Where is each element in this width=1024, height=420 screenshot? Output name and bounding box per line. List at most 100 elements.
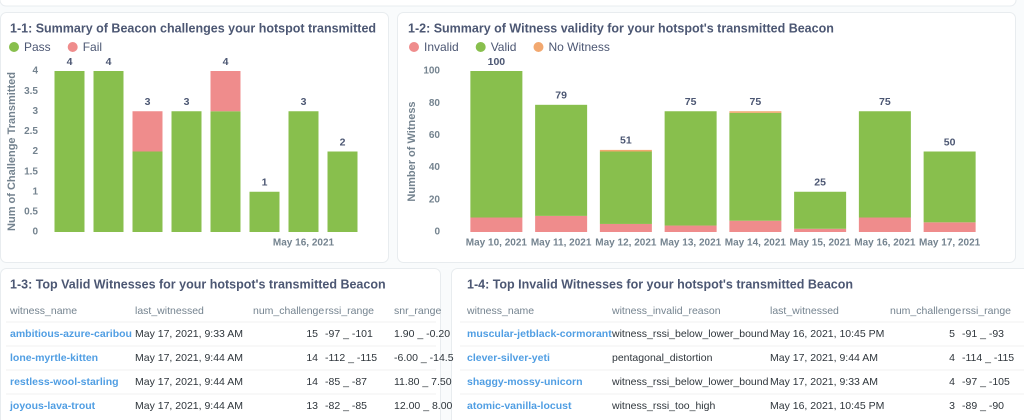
table-cell: May 16, 2021, 10:45 PM xyxy=(770,328,884,340)
bar-segment xyxy=(664,111,717,226)
total-label: 4 xyxy=(223,56,229,68)
table-cell: 15 xyxy=(306,328,318,340)
legend-swatch xyxy=(533,42,544,52)
y-tick-label: 60 xyxy=(429,130,441,141)
bar-segment xyxy=(858,111,911,218)
bar-segment xyxy=(729,112,782,221)
y-axis-title: Number of Witness xyxy=(406,101,418,201)
bar-segment xyxy=(249,191,280,232)
total-label: 4 xyxy=(106,56,112,68)
legend-swatch xyxy=(9,42,19,52)
total-label: 25 xyxy=(814,177,826,189)
table-cell: witness_rssi_below_lower_bound xyxy=(611,376,769,388)
y-tick-label: 80 xyxy=(429,98,441,109)
witness-link[interactable]: clever-silver-yeti xyxy=(467,352,550,364)
witness-link[interactable]: ambitious-azure-caribou xyxy=(10,328,132,340)
total-label: 4 xyxy=(67,56,73,68)
table-cell: May 17, 2021, 9:44 AM xyxy=(135,400,243,412)
table-cell: -6.00 _ -14.5 xyxy=(394,352,454,364)
table-cell: -85 _ -87 xyxy=(325,376,367,388)
column-header: snr_range xyxy=(394,305,441,317)
total-label: 51 xyxy=(620,135,632,147)
x-tick-label: May 16, 2021 xyxy=(854,238,916,249)
bar-segment xyxy=(288,111,319,232)
table-cell: 14 xyxy=(306,376,318,388)
bar-segment xyxy=(132,151,163,232)
table-cell: 11.80 _ 7.50 xyxy=(394,376,452,388)
column-header: rssi_range xyxy=(325,305,374,317)
total-label: 79 xyxy=(555,90,567,102)
x-tick-label: May 12, 2021 xyxy=(595,238,657,249)
legend-swatch xyxy=(409,42,419,52)
table-title: 1-3: Top Valid Witnesses for your hotspo… xyxy=(10,277,386,291)
column-header: witness_name xyxy=(466,305,534,317)
x-tick-label: May 14, 2021 xyxy=(725,238,787,249)
chart-title: 1-2: Summary of Witness validity for you… xyxy=(408,21,834,35)
y-tick-label: 4 xyxy=(32,66,38,77)
x-tick-label: May 17, 2021 xyxy=(919,238,981,249)
bar-segment xyxy=(93,71,124,232)
total-label: 3 xyxy=(301,96,307,108)
y-tick-label: 3 xyxy=(32,106,38,117)
table-cell: 4 xyxy=(949,352,955,364)
witness-link[interactable]: joyous-lava-trout xyxy=(9,400,96,412)
witness-link[interactable]: shaggy-mossy-unicorn xyxy=(467,376,583,388)
chart-title: 1-1: Summary of Beacon challenges your h… xyxy=(10,21,376,35)
bar-segment xyxy=(599,223,652,232)
bar-segment xyxy=(729,111,782,113)
card xyxy=(0,0,1017,7)
table-cell: May 17, 2021, 9:44 AM xyxy=(770,352,878,364)
y-tick-label: 0.5 xyxy=(24,207,38,218)
witness-link[interactable]: lone-myrtle-kitten xyxy=(10,352,98,364)
bar-segment xyxy=(132,111,163,152)
legend-label: No Witness xyxy=(548,40,609,54)
bar-segment xyxy=(210,111,241,232)
total-label: 75 xyxy=(685,96,697,108)
column-header: rssi_range xyxy=(962,305,1011,317)
column-header: last_witnessed xyxy=(135,305,204,317)
y-tick-label: 20 xyxy=(429,194,441,205)
bar-segment xyxy=(794,191,847,229)
bar-segment xyxy=(210,71,241,112)
table-cell: 5 xyxy=(949,328,955,340)
y-tick-label: 0 xyxy=(32,227,38,238)
x-tick-label: May 10, 2021 xyxy=(466,238,528,249)
y-tick-label: 1 xyxy=(32,186,38,197)
y-tick-label: 1.5 xyxy=(24,166,38,177)
bar-segment xyxy=(794,228,847,232)
table-cell: 4 xyxy=(949,376,955,388)
table-cell: 12.00 _ 8.00 xyxy=(394,400,453,412)
legend-swatch xyxy=(67,42,78,52)
bar-segment xyxy=(729,220,782,232)
column-header: witness_name xyxy=(9,305,77,317)
bar-segment xyxy=(923,222,976,232)
legend-label: Fail xyxy=(83,40,102,54)
bar-segment xyxy=(664,225,717,232)
table-cell: -97 _ -105 xyxy=(962,376,1010,388)
x-tick-label: May 15, 2021 xyxy=(790,238,852,249)
y-axis-title: Num of Challenge Transmitted xyxy=(6,72,18,231)
y-tick-label: 2.5 xyxy=(24,126,38,137)
table-cell: 3 xyxy=(949,400,955,412)
table-cell: witness_rssi_below_lower_bound xyxy=(611,328,769,340)
witness-link[interactable]: restless-wool-starling xyxy=(10,376,119,388)
total-label: 3 xyxy=(145,96,151,108)
bar-segment xyxy=(470,217,523,232)
card xyxy=(0,268,441,420)
bar-segment xyxy=(327,151,358,232)
x-tick-label: May 13, 2021 xyxy=(660,238,722,249)
table-cell: 1.90 _ -0.20 xyxy=(394,328,450,340)
card xyxy=(451,268,1024,420)
witness-link[interactable]: muscular-jetblack-cormorant xyxy=(467,328,612,340)
bar-segment xyxy=(599,151,652,224)
table-cell: May 17, 2021, 9:44 AM xyxy=(135,352,243,364)
total-label: 75 xyxy=(879,96,891,108)
y-tick-label: 2 xyxy=(32,146,38,157)
table-cell: -114 _ -115 xyxy=(962,352,1014,364)
column-header: num_challenge xyxy=(890,305,961,317)
witness-link[interactable]: atomic-vanilla-locust xyxy=(467,400,572,412)
total-label: 1 xyxy=(262,177,268,189)
bar-segment xyxy=(858,217,911,232)
